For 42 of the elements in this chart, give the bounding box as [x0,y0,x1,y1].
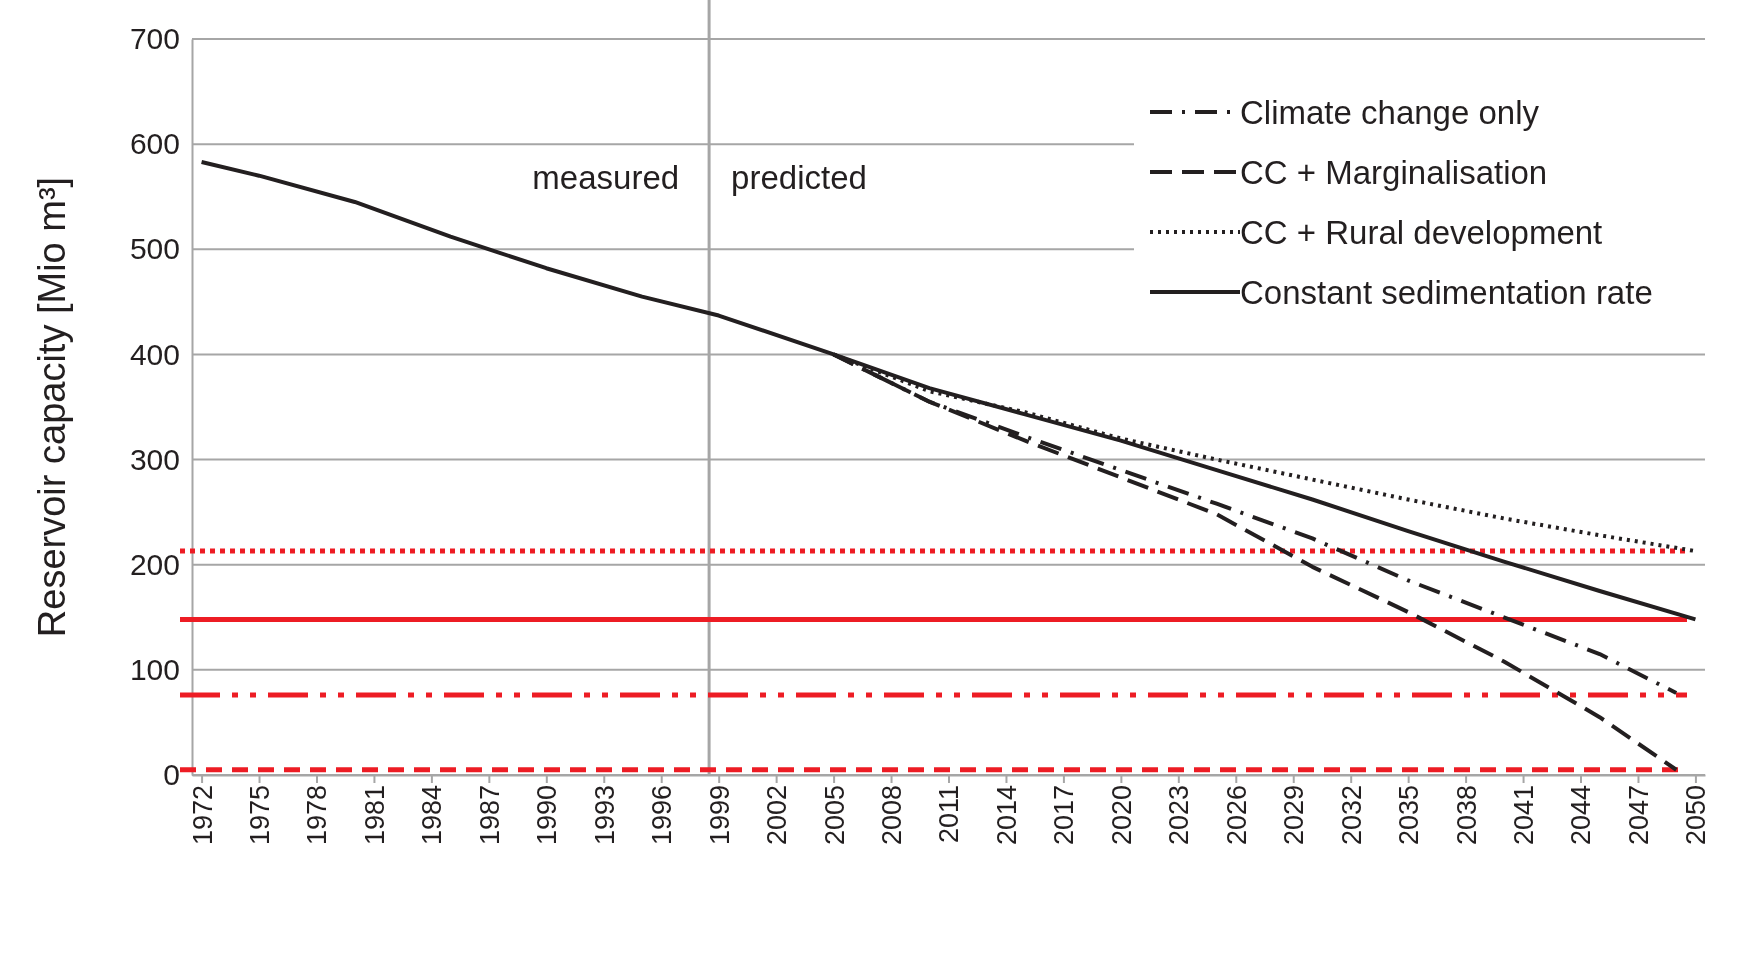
x-tick-label: 2014 [991,785,1022,846]
x-tick-label: 2041 [1509,785,1540,846]
x-tick-label: 1996 [647,785,678,846]
legend-label: CC + Marginalisation [1240,153,1548,191]
x-tick-label: 2002 [762,785,793,846]
x-tick-label: 2020 [1106,785,1137,846]
x-tick-label: 2044 [1566,785,1597,846]
x-tick-label: 2035 [1394,785,1425,846]
y-tick-label: 500 [129,232,180,266]
y-tick-label: 700 [129,22,180,56]
x-tick-label: 1993 [589,785,620,846]
x-tick-label: 2047 [1623,785,1654,846]
y-tick-label: 300 [129,442,180,476]
x-tick-label: 1990 [532,785,563,846]
x-tick-label: 1999 [704,785,735,846]
x-tick-label: 2011 [934,785,965,844]
y-axis-title: Reservoir capacity [Mio m³] [31,176,74,638]
x-tick-label: 2017 [1049,785,1080,846]
x-tick-label: 1972 [187,785,218,846]
legend-label: Constant sedimentation rate [1240,273,1653,311]
x-tick-label: 1984 [417,785,448,846]
x-tick-label: 2050 [1681,785,1712,846]
x-tick-label: 1978 [302,785,333,846]
x-tick-label: 1975 [244,785,275,846]
x-tick-label: 2038 [1451,785,1482,846]
y-tick-label: 0 [163,758,180,792]
annotation: measured [532,158,680,196]
y-tick-label: 400 [129,337,180,371]
y-tick-label: 600 [129,127,180,161]
x-tick-label: 1987 [474,785,505,846]
x-tick-label: 2029 [1279,785,1310,846]
y-tick-label: 200 [129,547,180,581]
x-tick-label: 2023 [1164,785,1195,846]
legend-label: CC + Rural development [1240,213,1603,251]
y-tick-label: 100 [129,652,180,686]
x-tick-label: 2026 [1221,785,1252,846]
legend-label: Climate change only [1240,93,1540,131]
x-tick-label: 2008 [876,785,907,846]
annotation: predicted [731,158,867,196]
x-tick-label: 2032 [1336,785,1367,846]
x-tick-label: 1981 [359,785,390,846]
x-tick-label: 2005 [819,785,850,846]
